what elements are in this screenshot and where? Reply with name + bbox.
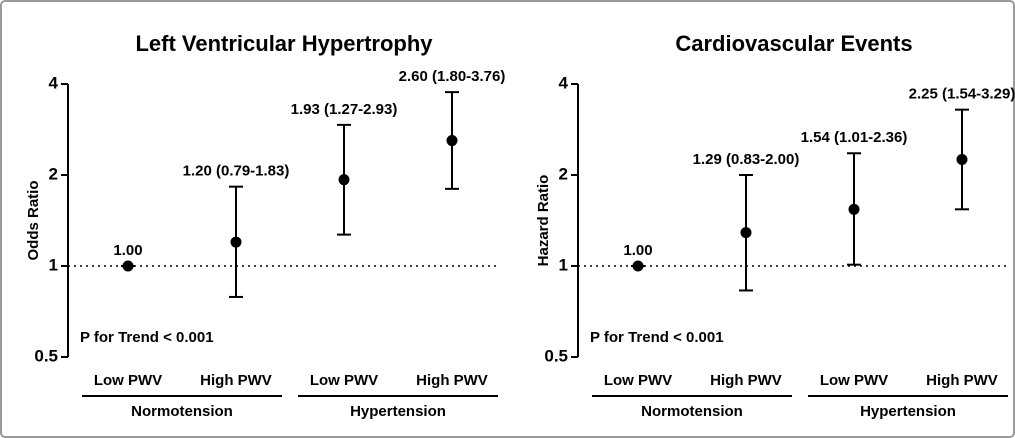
x-tick-label: Low PWV (604, 372, 672, 389)
annotation: P for Trend < 0.001 (80, 329, 214, 346)
chart-title: Left Ventricular Hypertrophy (135, 31, 433, 56)
point (632, 260, 644, 272)
value-label: 1.00 (623, 242, 652, 259)
group-label: Normotension (131, 403, 233, 420)
x-tick-label: Low PWV (820, 372, 888, 389)
y-axis-label: Hazard Ratio (535, 175, 552, 267)
x-tick-label: High PWV (200, 372, 272, 389)
point (338, 174, 350, 186)
group-label: Normotension (641, 403, 743, 420)
x-tick-label: High PWV (926, 372, 998, 389)
point (956, 154, 968, 166)
value-label: 1.20 (0.79-1.83) (183, 163, 290, 180)
value-label: 1.54 (1.01-2.36) (801, 129, 908, 146)
y-tick-label: 2 (49, 164, 58, 183)
y-tick-label: 1 (559, 255, 568, 274)
point (122, 260, 134, 272)
point (230, 236, 242, 248)
y-tick-label: 0.5 (34, 346, 58, 365)
x-tick-label: High PWV (710, 372, 782, 389)
group-label: Hypertension (350, 403, 446, 420)
x-tick-label: High PWV (416, 372, 488, 389)
y-tick-label: 1 (49, 255, 58, 274)
group-label: Hypertension (860, 403, 956, 420)
y-tick-label: 4 (49, 73, 59, 92)
chart-title: Cardiovascular Events (675, 31, 912, 56)
point (848, 203, 860, 215)
value-label: 1.29 (0.83-2.00) (693, 151, 800, 168)
value-label: 2.60 (1.80-3.76) (399, 68, 506, 85)
point (740, 227, 752, 239)
y-tick-label: 2 (559, 164, 568, 183)
value-label: 2.25 (1.54-3.29) (909, 86, 1015, 103)
value-label: 1.93 (1.27-2.93) (291, 101, 398, 118)
annotation: P for Trend < 0.001 (590, 329, 724, 346)
x-tick-label: Low PWV (310, 372, 378, 389)
point (446, 135, 458, 147)
y-axis-label: Odds Ratio (25, 180, 42, 260)
x-tick-label: Low PWV (94, 372, 162, 389)
y-tick-label: 0.5 (544, 346, 568, 365)
y-tick-label: 4 (559, 73, 569, 92)
value-label: 1.00 (113, 242, 142, 259)
